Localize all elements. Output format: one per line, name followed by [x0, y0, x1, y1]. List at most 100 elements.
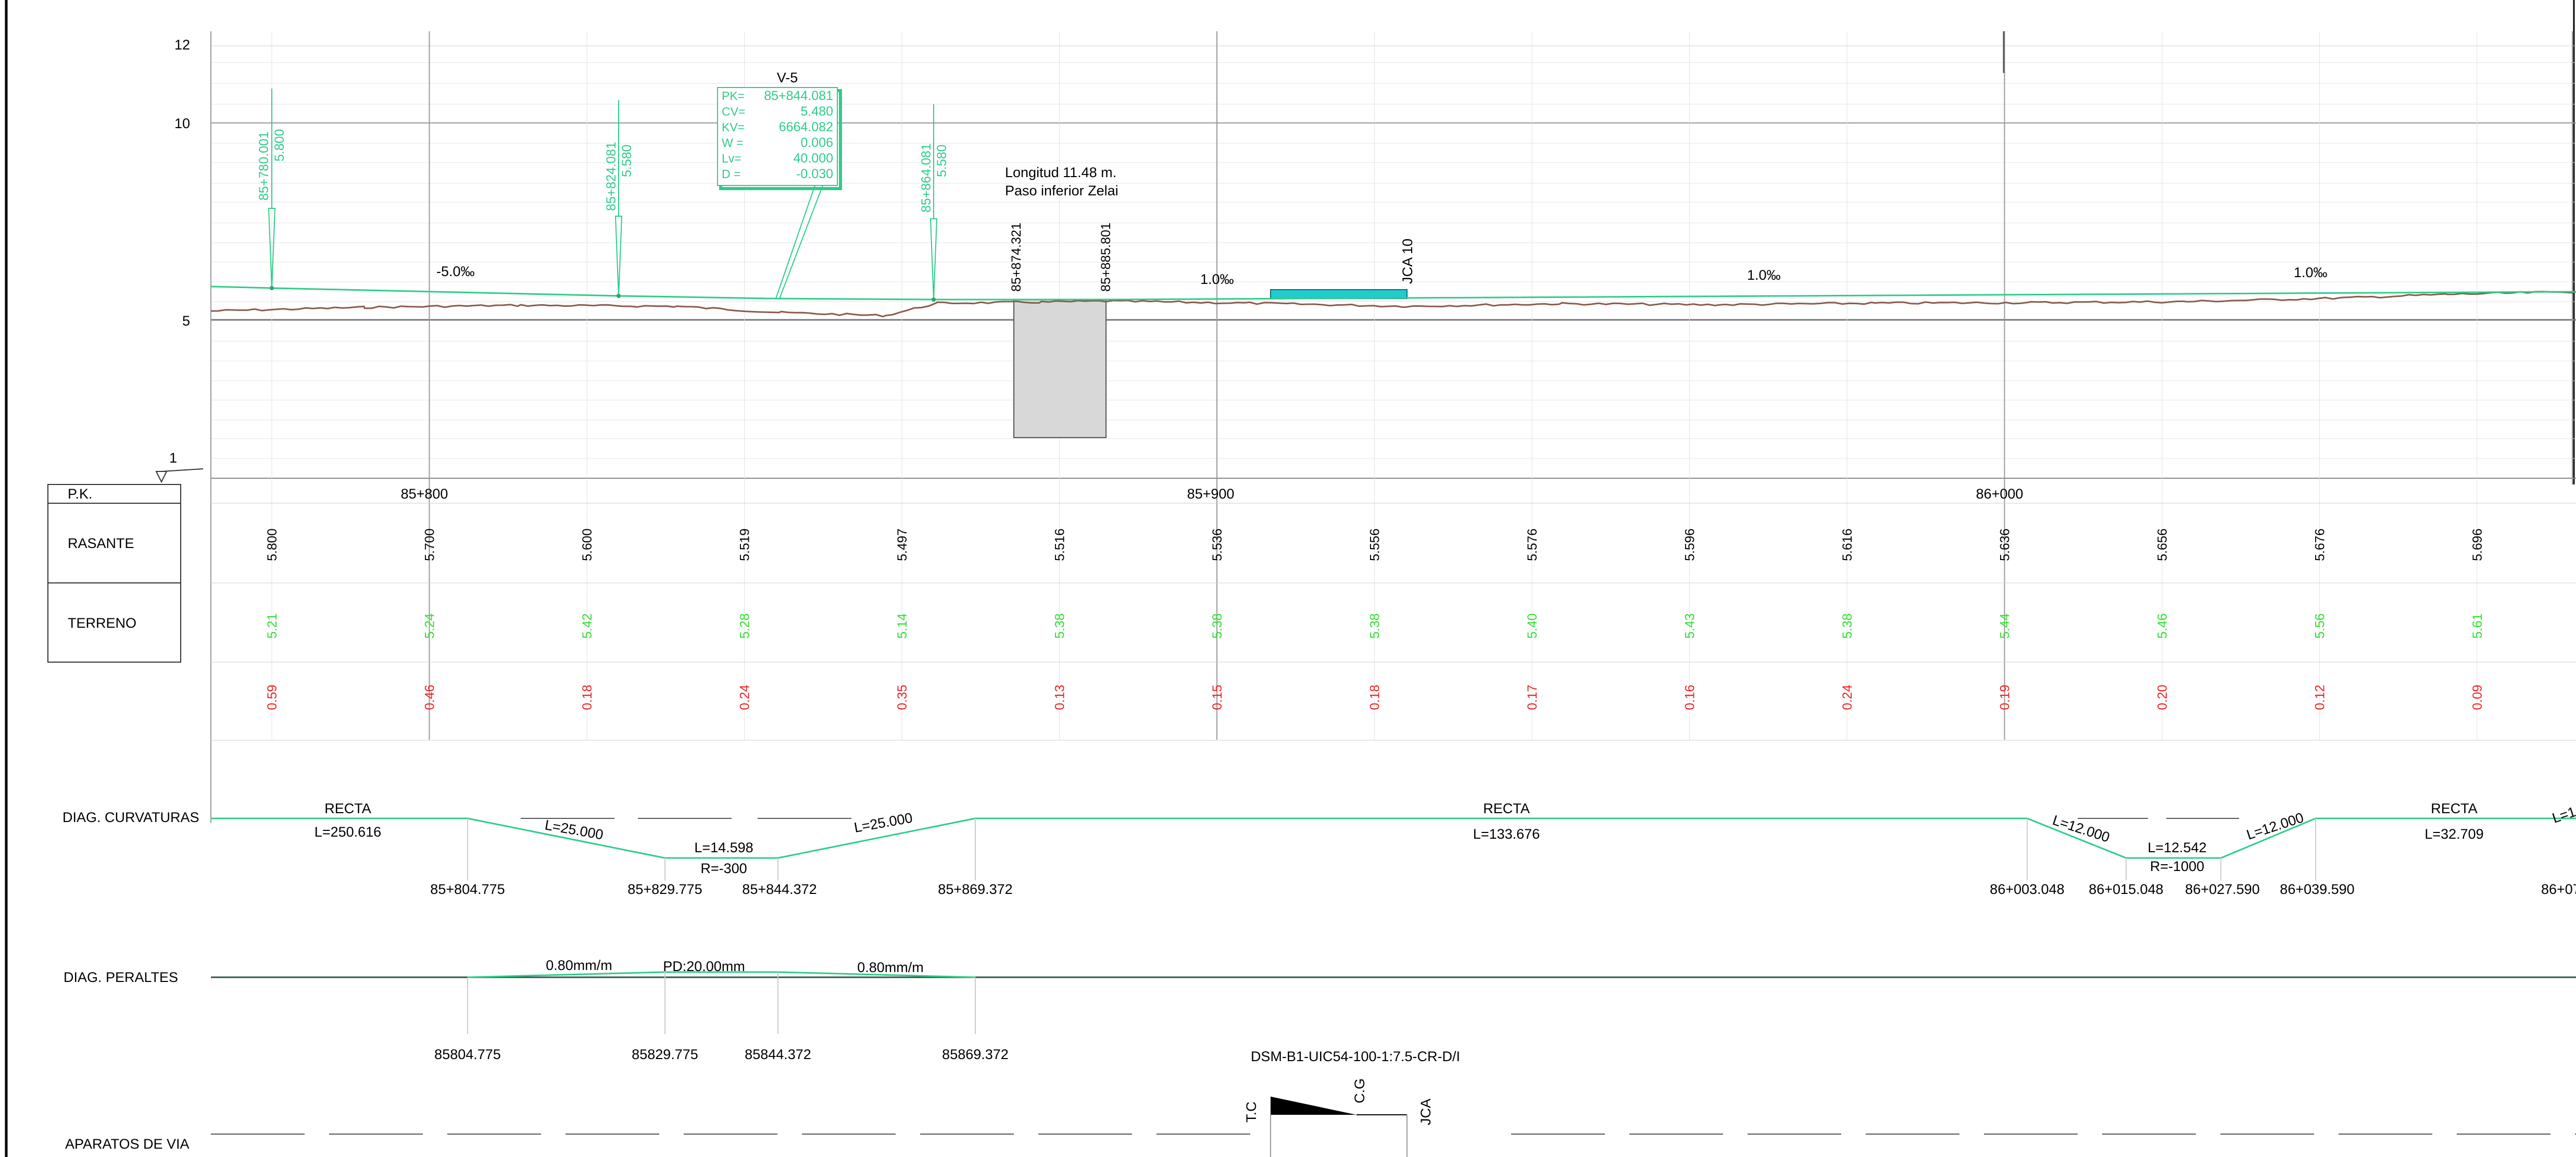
diff-value-3: 0.24 — [738, 685, 752, 710]
slope-2: 1.0‰ — [1200, 271, 1234, 287]
marker-2-pk: 85+824.081 — [604, 142, 619, 211]
band-values: 5.800 5.21 0.59 5.700 5.24 0.46 5.600 5.42 0.18 5… — [265, 528, 2485, 710]
curv-pk-3: 85+869.372 — [938, 881, 1012, 897]
vc-val-2: 6664.082 — [779, 120, 833, 134]
vc-val-3: 0.006 — [800, 135, 833, 150]
curv-arc1-L: L=14.598 — [694, 840, 753, 855]
cant-pk-0: 85804.775 — [434, 1047, 501, 1062]
diff-value-0: 0.59 — [265, 685, 280, 710]
curv-recta3: RECTA — [2431, 801, 2478, 816]
switch-code: DSM-B1-UIC54-100-1:7.5-CR-D/I — [1251, 1049, 1460, 1064]
curvature-diagram: DIAG. CURVATURAS RECTA L=250.616 L=25.00… — [62, 801, 2576, 897]
curv-pk-0: 85+804.775 — [430, 881, 505, 897]
diff-value-7: 0.18 — [1368, 685, 1383, 710]
rasante-value-8: 5.576 — [1525, 528, 1540, 561]
cant-t2: PD:20.00mm — [663, 959, 745, 974]
structure-pk-start: 85+874.321 — [1009, 222, 1024, 292]
rasante-value-9: 5.596 — [1683, 528, 1698, 561]
vc-val-1: 5.480 — [800, 104, 833, 119]
curv-pk-5: 86+015.048 — [2089, 881, 2163, 897]
curv-recta1: RECTA — [324, 801, 371, 816]
diff-value-14: 0.09 — [2470, 685, 2485, 710]
marker-1-z: 5.800 — [272, 129, 287, 161]
diff-value-1: 0.46 — [423, 685, 437, 710]
cant-pk-3: 85869.372 — [942, 1047, 1009, 1062]
cant-label: DIAG. PERALTES — [64, 969, 178, 985]
terreno-value-8: 5.40 — [1525, 613, 1540, 639]
curv-recta2-L: L=133.676 — [1473, 826, 1540, 842]
profile-grid — [210, 31, 2576, 823]
marker-1-stem — [268, 89, 276, 290]
vc-key-4: Lv= — [722, 152, 742, 165]
diff-value-12: 0.20 — [2155, 685, 2170, 710]
terreno-value-4: 5.14 — [895, 613, 910, 639]
diff-value-2: 0.18 — [580, 685, 595, 710]
marker-1-pk: 85+780.001 — [257, 131, 271, 201]
curv-clot2: L=25.000 — [853, 810, 914, 836]
cant-diagram: DIAG. PERALTES 0.80mm/m PD:20.00mm 0.80m… — [64, 957, 2576, 1062]
cant-t3: 0.80mm/m — [857, 960, 924, 975]
terrain-line — [210, 291, 2576, 318]
diff-value-11: 0.19 — [1998, 685, 2013, 710]
curv-arc2-L: L=12.542 — [2147, 840, 2206, 855]
marker-3-point — [932, 297, 936, 302]
rasante-value-7: 5.556 — [1368, 528, 1383, 561]
rasante-value-14: 5.696 — [2470, 528, 2485, 561]
curv-pk-8: 86+07 — [2541, 881, 2576, 897]
curv-arc1-R: R=-300 — [700, 861, 747, 876]
vertical-curve-box: V-5 PK= 85+844.081 CV= 5.480 KV= 6664.08… — [717, 70, 842, 299]
terreno-value-0: 5.21 — [265, 613, 280, 639]
curv-arc2-R: R=-1000 — [2150, 859, 2204, 874]
slope-3: 1.0‰ — [1747, 267, 1781, 283]
diff-value-13: 0.12 — [2313, 685, 2328, 710]
curv-recta3-L: L=32.709 — [2424, 826, 2483, 842]
terreno-value-12: 5.46 — [2155, 613, 2170, 639]
pk-label: P.K. — [68, 486, 93, 502]
curvature-pk-ticks — [467, 818, 2316, 880]
diff-value-6: 0.15 — [1210, 685, 1225, 710]
vc-key-3: W = — [722, 136, 744, 150]
curvature-label: DIAG. CURVATURAS — [62, 810, 199, 825]
curv-pk-6: 86+027.590 — [2185, 881, 2259, 897]
vc-leader — [775, 185, 823, 299]
underpass-structure — [1013, 299, 1107, 438]
marker-2-stem — [614, 100, 623, 296]
rasante-value-0: 5.800 — [265, 528, 280, 561]
cant-t1: 0.80mm/m — [546, 957, 612, 973]
vc-key-0: PK= — [722, 89, 745, 103]
vc-val-5: -0.030 — [796, 167, 833, 181]
pk-tick-0: 85+800 — [401, 486, 448, 502]
marker-3-z: 5.580 — [935, 144, 949, 177]
rasante-value-11: 5.636 — [1998, 528, 2013, 561]
curv-clot4: L=12.000 — [2245, 810, 2306, 843]
terreno-value-7: 5.38 — [1368, 613, 1383, 639]
terreno-value-5: 5.38 — [1053, 613, 1067, 639]
vc-key-5: D = — [722, 167, 740, 181]
curv-pk-2: 85+844.372 — [742, 881, 816, 897]
track-jca: JCA — [1418, 1099, 1434, 1125]
vc-box — [717, 87, 838, 186]
curv-pk-7: 86+039.590 — [2280, 881, 2354, 897]
curv-clot5: L=1 — [2550, 804, 2576, 826]
structure-name: Paso inferior Zelai — [1005, 183, 1119, 198]
track-tc: T.C — [1243, 1102, 1259, 1123]
terreno-value-3: 5.28 — [738, 613, 752, 639]
curv-recta1-L: L=250.616 — [315, 824, 381, 840]
vc-val-0: 85+844.081 — [764, 89, 833, 103]
diff-value-8: 0.17 — [1525, 685, 1540, 710]
y-label-10: 10 — [174, 116, 190, 131]
diff-value-10: 0.24 — [1840, 685, 1855, 710]
rasante-value-3: 5.519 — [738, 528, 752, 561]
slope-1: -5.0‰ — [436, 264, 475, 279]
marker-3: 85+864.081 5.580 — [919, 104, 949, 302]
scale-marker-symbol — [155, 468, 204, 483]
diff-value-9: 0.16 — [1683, 685, 1698, 710]
jca-bar — [1270, 289, 1408, 299]
structure-length: Longitud 11.48 m. — [1005, 165, 1116, 180]
marker-3-pk: 85+864.081 — [919, 143, 934, 213]
terreno-value-2: 5.42 — [580, 613, 595, 639]
marker-1-point — [270, 286, 274, 290]
grade-line — [210, 285, 2576, 301]
terreno-value-9: 5.43 — [1683, 613, 1698, 639]
